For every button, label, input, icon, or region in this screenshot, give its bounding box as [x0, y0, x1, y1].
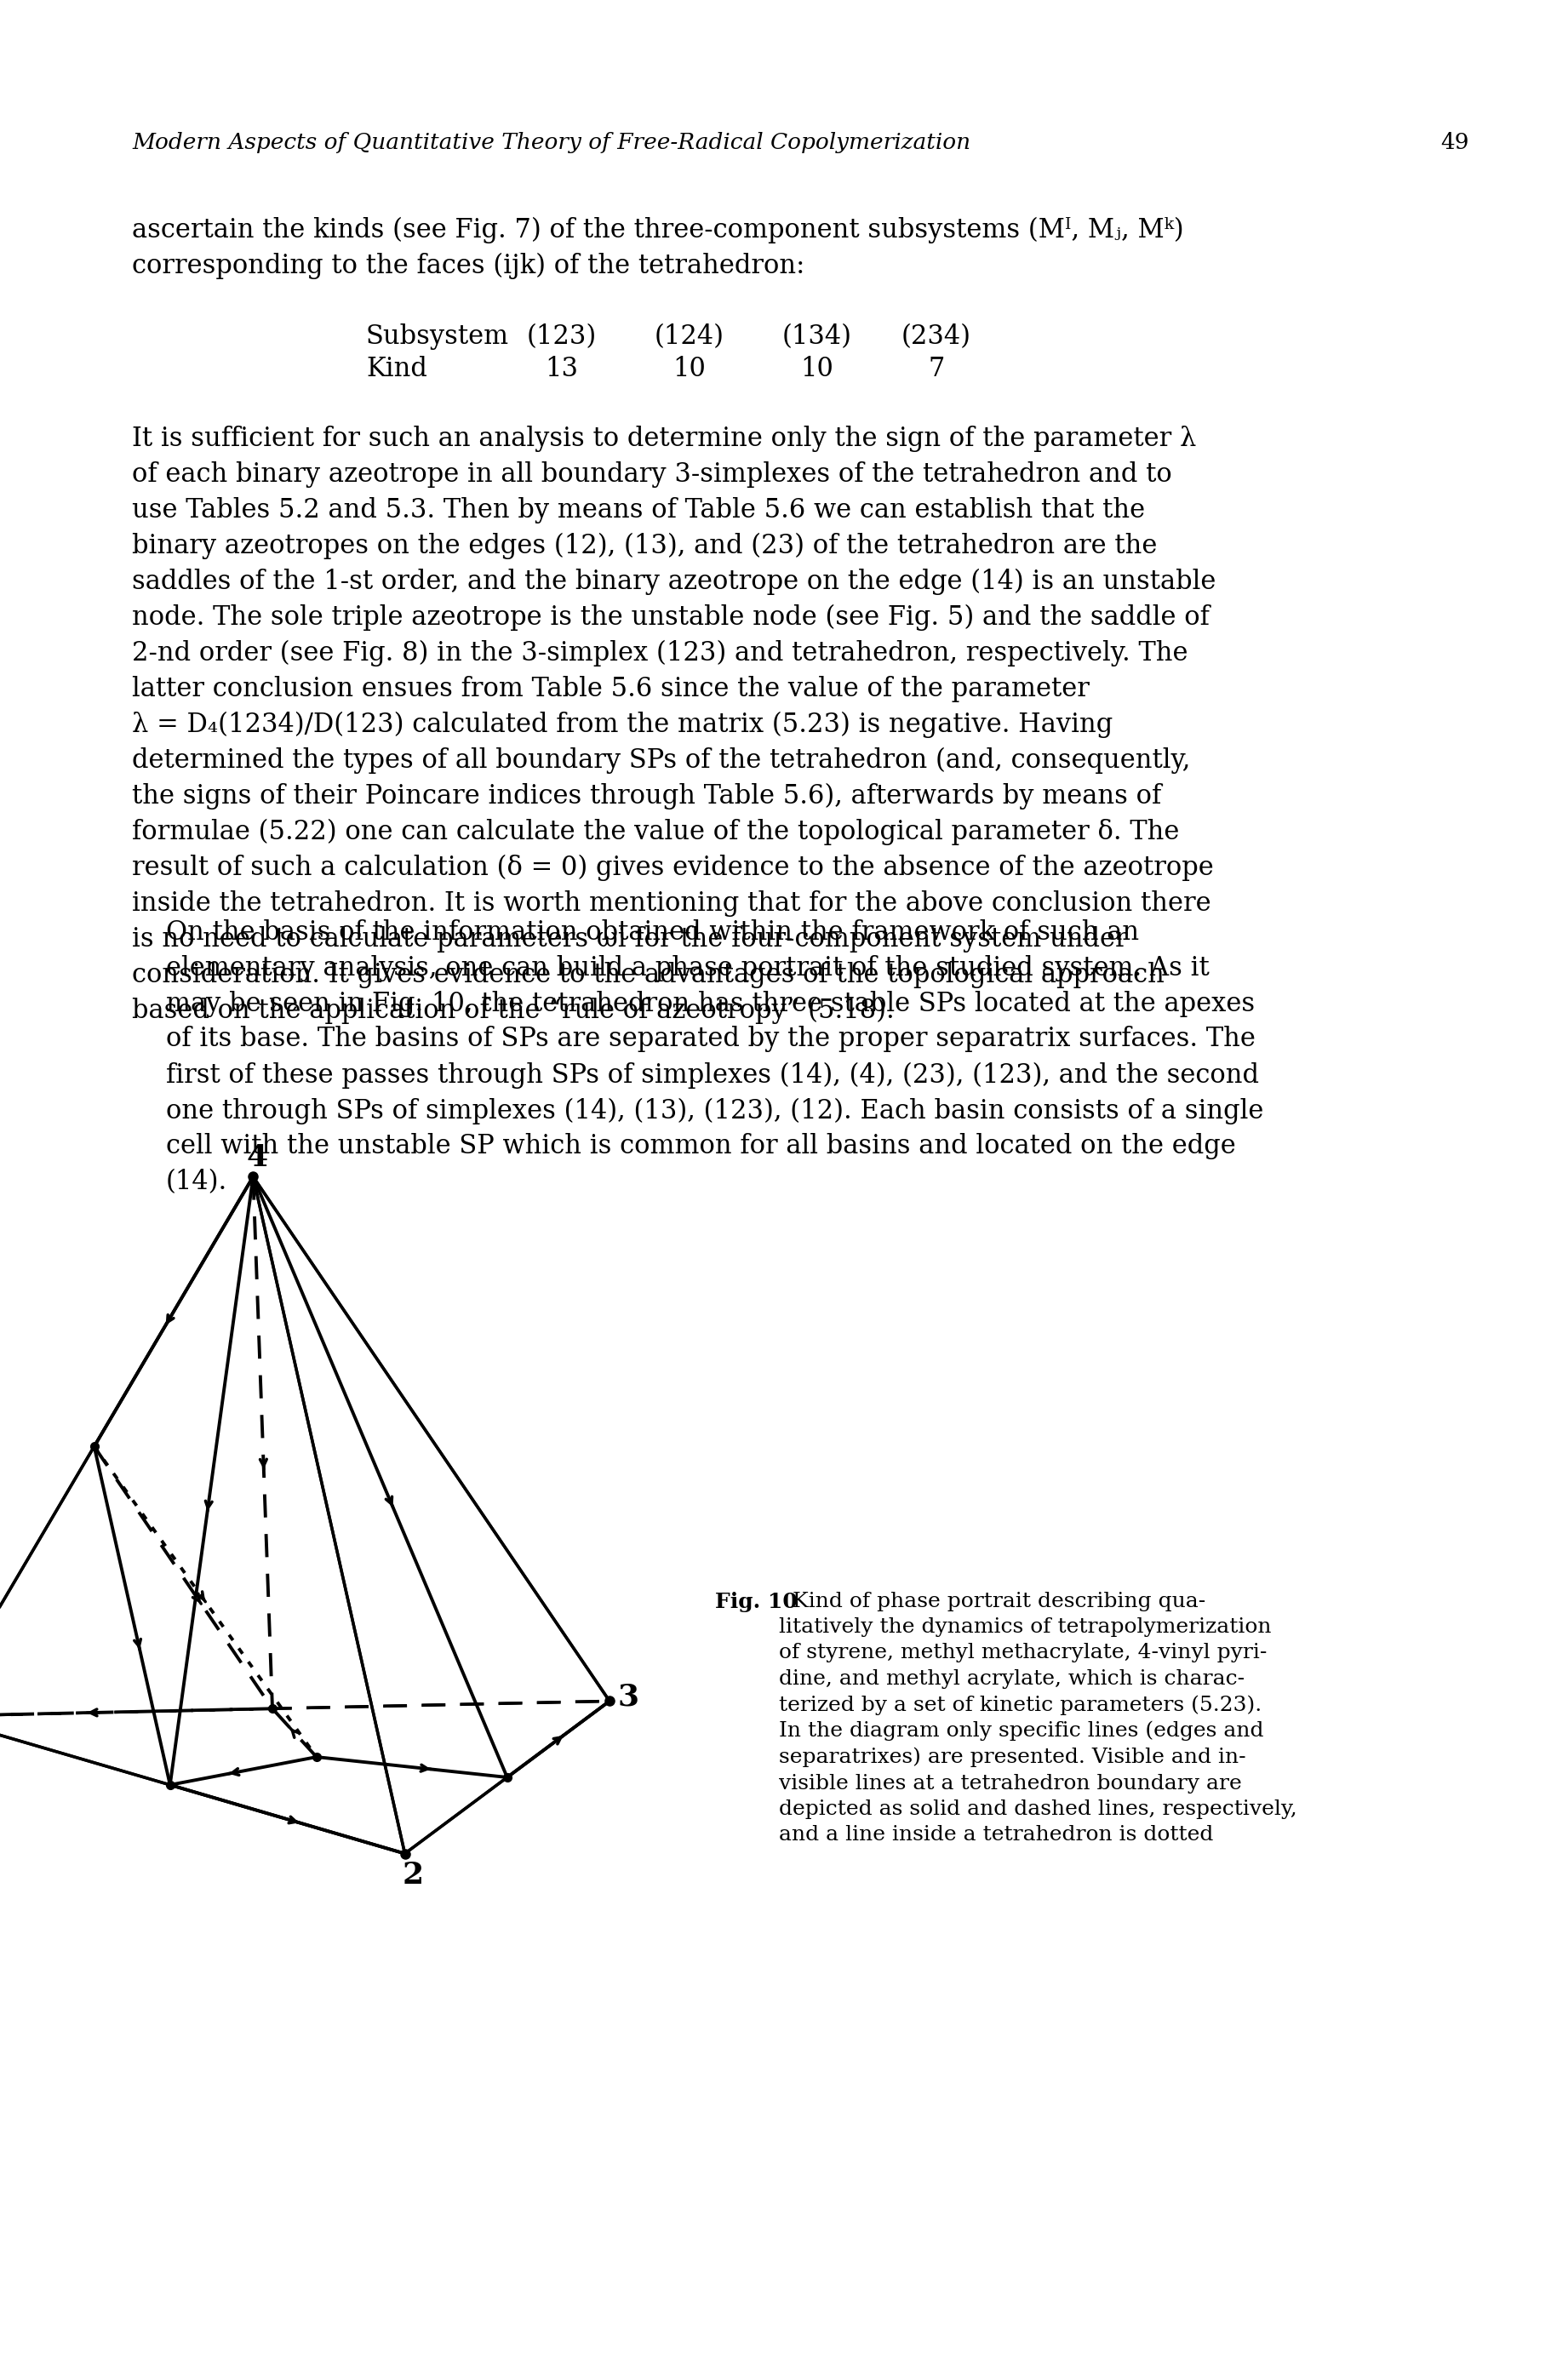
Text: (234): (234) — [901, 324, 971, 350]
Text: 13: 13 — [546, 355, 579, 383]
Text: 7: 7 — [927, 355, 945, 383]
Text: 10: 10 — [800, 355, 834, 383]
Text: Kind: Kind — [366, 355, 427, 383]
Text: Kind of phase portrait describing qua-
litatively the dynamics of tetrapolymeriz: Kind of phase portrait describing qua- l… — [779, 1592, 1297, 1845]
Text: (123): (123) — [527, 324, 597, 350]
Text: 4: 4 — [247, 1142, 268, 1173]
Text: 3: 3 — [617, 1683, 639, 1711]
Text: (134): (134) — [782, 324, 851, 350]
Text: Fig. 10: Fig. 10 — [715, 1592, 797, 1611]
Text: (124): (124) — [655, 324, 724, 350]
Text: Modern Aspects of Quantitative Theory of Free-Radical Copolymerization: Modern Aspects of Quantitative Theory of… — [132, 131, 971, 152]
Text: 2: 2 — [403, 1861, 423, 1890]
Text: 49: 49 — [1441, 131, 1469, 152]
Text: On the basis of the information obtained within the framework of such an
element: On the basis of the information obtained… — [166, 919, 1264, 1195]
Text: It is sufficient for such an analysis to determine only the sign of the paramete: It is sufficient for such an analysis to… — [132, 426, 1216, 1023]
Text: Subsystem: Subsystem — [366, 324, 509, 350]
Text: ascertain the kinds (see Fig. 7) of the three-component subsystems (Mᴵ, Mⱼ, Mᵏ)
: ascertain the kinds (see Fig. 7) of the … — [132, 217, 1183, 278]
Text: 10: 10 — [673, 355, 706, 383]
